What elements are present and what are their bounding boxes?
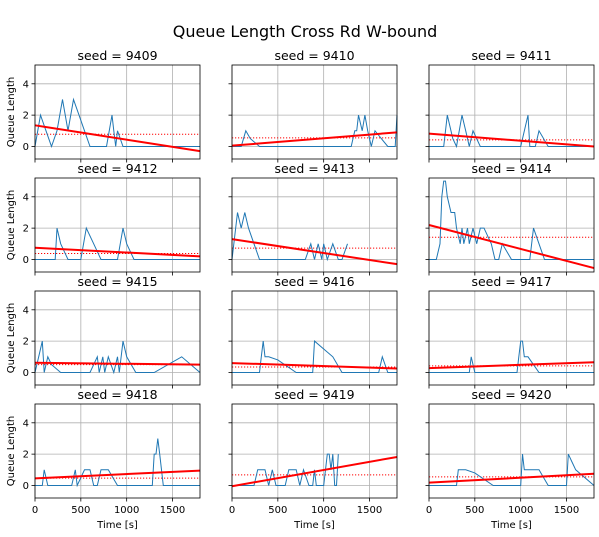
axes-frame — [34, 403, 201, 499]
queue-series-line — [429, 180, 594, 260]
subplot-panel: seed = 9412 0 2 4 Queue Length — [6, 161, 201, 276]
x-tick-label: 0 — [229, 505, 235, 516]
y-tick-label: 0 — [23, 255, 29, 266]
queue-series-line — [429, 453, 595, 486]
x-tick-label: 500 — [71, 505, 90, 516]
x-tick-label: 1500 — [554, 505, 579, 516]
y-axis-label: Queue Length — [6, 190, 17, 261]
x-tick-label: 1500 — [160, 505, 185, 516]
axes-frame — [231, 290, 398, 386]
x-tick-label: 1000 — [508, 505, 533, 516]
subplot-title: seed = 9412 — [77, 161, 157, 176]
subplot-title: seed = 9419 — [274, 387, 354, 402]
subplot-title: seed = 9410 — [274, 48, 354, 63]
x-axis-label: Time [s] — [490, 520, 532, 531]
axes-frame — [34, 177, 201, 273]
y-tick-label: 0 — [23, 481, 29, 492]
axes-frame — [428, 64, 595, 160]
x-axis-label: Time [s] — [96, 520, 138, 531]
y-axis-label: Queue Length — [6, 77, 17, 148]
trend-line — [34, 361, 201, 366]
subplot-panel: seed = 9410 — [228, 48, 398, 163]
queue-series-line — [34, 97, 200, 149]
axes-frame — [428, 290, 595, 386]
trend-line — [34, 124, 201, 153]
x-axis-label: Time [s] — [293, 520, 335, 531]
subplot-panel: seed = 9411 — [425, 48, 595, 163]
x-tick-label: 0 — [32, 505, 38, 516]
figure-title: Queue Length Cross Rd W-bound — [173, 22, 438, 41]
queue-series-line — [429, 114, 594, 149]
trend-line — [428, 361, 595, 370]
x-tick-label: 0 — [426, 505, 432, 516]
subplot-title: seed = 9409 — [77, 48, 157, 63]
queue-series-line — [34, 340, 201, 375]
axes-frame — [34, 290, 201, 386]
trend-line — [231, 131, 398, 147]
axes-frame — [231, 64, 398, 160]
y-axis-label: Queue Length — [6, 416, 17, 487]
subplot-title: seed = 9411 — [471, 48, 551, 63]
x-tick-label: 1000 — [311, 505, 336, 516]
subplot-panel: seed = 9417 — [425, 274, 595, 389]
y-tick-label: 2 — [23, 337, 29, 348]
trend-line — [428, 224, 595, 270]
y-tick-label: 4 — [23, 305, 29, 316]
axes-frame — [231, 177, 398, 273]
axes-frame — [34, 64, 201, 160]
trend-line — [231, 238, 398, 266]
x-tick-label: 500 — [268, 505, 287, 516]
queue-series-line — [231, 212, 348, 262]
trend-line — [231, 362, 398, 370]
subplot-panel: seed = 9418 0 2 4 0 500 1000 1500 Queue Length Ti… — [6, 387, 201, 531]
subplot-title: seed = 9413 — [274, 161, 354, 176]
subplot-title: seed = 9414 — [471, 161, 551, 176]
subplot-panel: seed = 9415 0 2 4 Queue Length — [6, 274, 201, 389]
y-tick-label: 2 — [23, 450, 29, 461]
subplot-panel: seed = 9409 0 2 4 Queue Length — [6, 48, 201, 163]
subplot-title: seed = 9415 — [77, 274, 157, 289]
queue-series-line — [232, 340, 397, 373]
trend-line — [428, 132, 595, 148]
queue-series-line — [35, 438, 200, 488]
x-tick-label: 500 — [465, 505, 484, 516]
x-tick-label: 1000 — [114, 505, 139, 516]
queue-series-line — [232, 114, 398, 147]
y-tick-label: 0 — [23, 142, 29, 153]
trend-line — [428, 472, 595, 484]
subplot-grid: seed = 9409 0 2 4 Queue Length seed = 9410 see… — [6, 48, 595, 531]
subplot-panel: seed = 9413 — [228, 161, 398, 276]
subplot-panel: seed = 9416 — [228, 274, 398, 389]
y-tick-label: 2 — [23, 224, 29, 235]
subplot-title: seed = 9420 — [471, 387, 551, 402]
y-tick-label: 2 — [23, 111, 29, 122]
y-tick-label: 4 — [23, 79, 29, 90]
trend-line — [34, 469, 201, 480]
trend-line — [231, 455, 398, 488]
subplot-panel: seed = 9419 0 500 1000 1500 Time [s] — [228, 387, 398, 531]
y-axis-label: Queue Length — [6, 303, 17, 374]
queue-series-line — [429, 340, 594, 373]
subplot-panel: seed = 9420 0 500 1000 1500 Time [s] — [425, 387, 595, 531]
axes-frame — [428, 177, 595, 273]
y-tick-label: 4 — [23, 192, 29, 203]
queue-series-line — [232, 453, 339, 486]
subplot-title: seed = 9416 — [274, 274, 354, 289]
subplot-title: seed = 9417 — [471, 274, 551, 289]
subplot-title: seed = 9418 — [77, 387, 157, 402]
y-tick-label: 4 — [23, 418, 29, 429]
axes-frame — [428, 403, 595, 499]
y-tick-label: 0 — [23, 368, 29, 379]
x-tick-label: 1500 — [357, 505, 382, 516]
subplot-panel: seed = 9414 — [425, 161, 595, 276]
axes-frame — [231, 403, 398, 499]
trend-line — [34, 246, 201, 258]
